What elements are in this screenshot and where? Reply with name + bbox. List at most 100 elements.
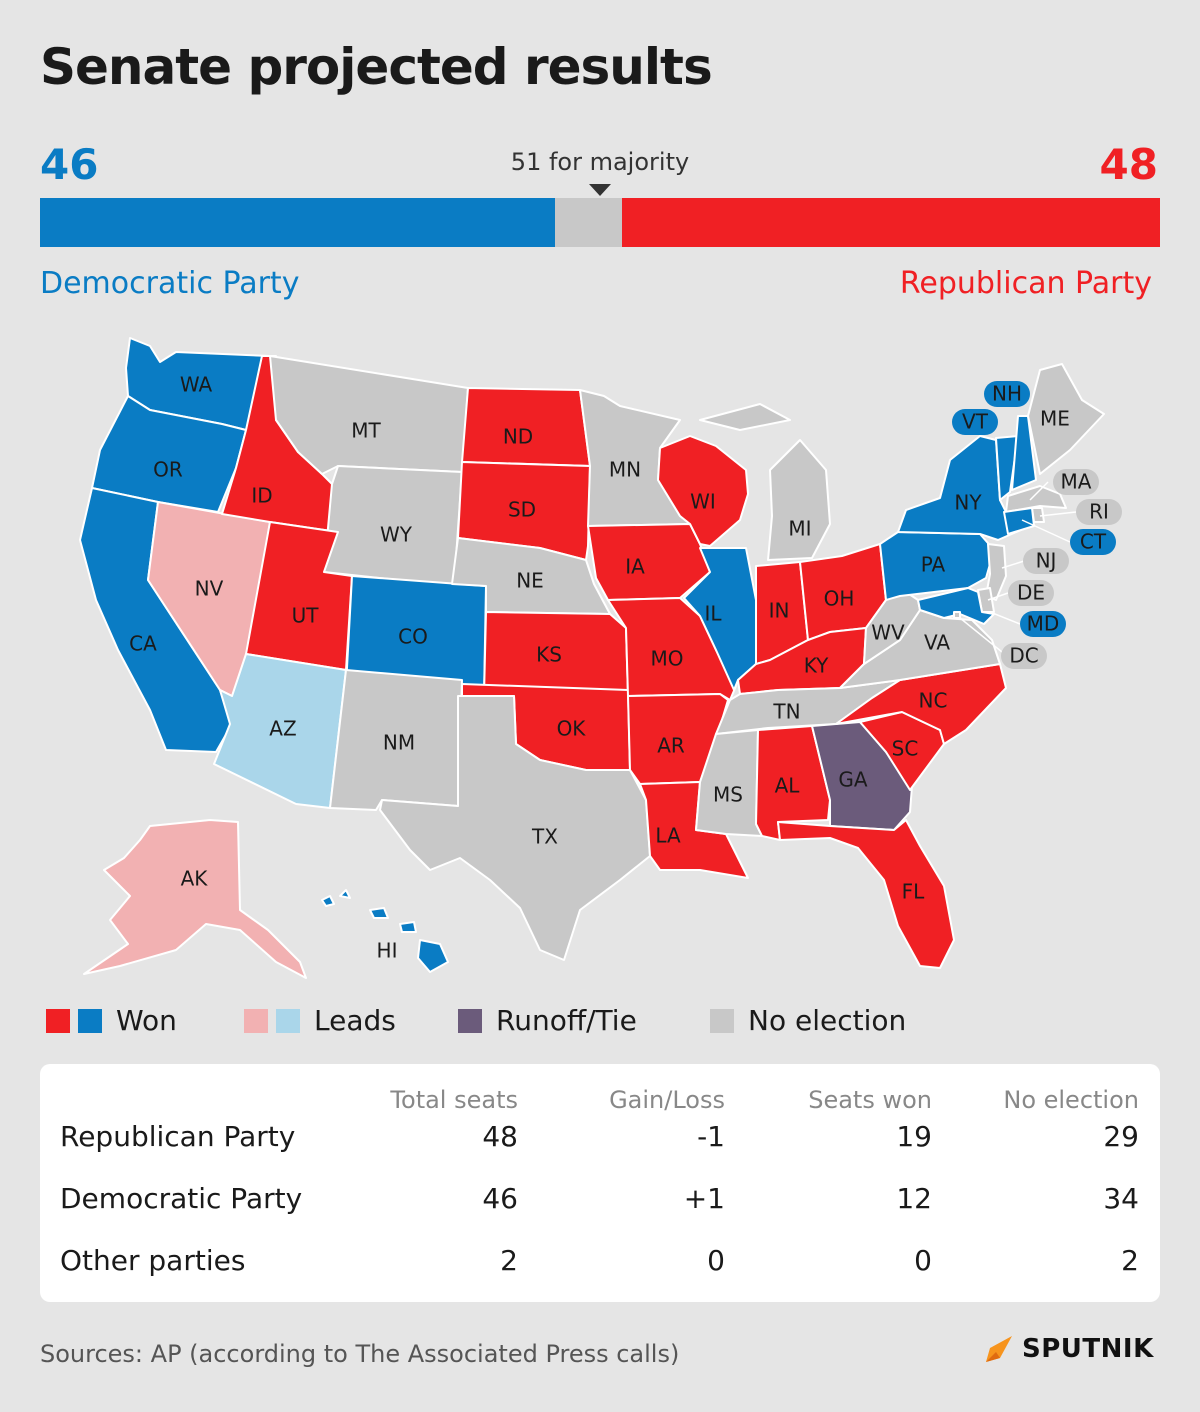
us-senate-map: WA OR CA NV ID MT WY UT AZ CO NM ND SD NE KS OK TX MN IA MO… [79, 337, 1122, 979]
state-label-ar: AR [657, 734, 685, 758]
state-vt[interactable] [995, 435, 1019, 501]
state-label-mt: MT [351, 419, 381, 443]
state-label-ca: CA [129, 632, 157, 656]
state-label-nv: NV [195, 577, 224, 601]
state-label-il: IL [704, 602, 722, 626]
source-note: Sources: AP (according to The Associated… [40, 1340, 680, 1368]
state-il[interactable] [683, 547, 757, 691]
dem-won-swatch [78, 1008, 102, 1033]
state-label-co: CO [398, 625, 428, 649]
state-leader-line [1029, 481, 1049, 501]
header-gain-loss: Gain/Loss [609, 1086, 725, 1114]
cell-gain-loss: -1 [697, 1120, 725, 1153]
legend-runoff: Runoff/Tie [458, 1004, 637, 1037]
rep-seat-bar [622, 198, 1160, 247]
results-table: Total seats Gain/Loss Seats won No elect… [40, 1064, 1160, 1302]
state-leader-line [987, 592, 1009, 601]
state-pill-nh [984, 381, 1030, 407]
state-label-oh: OH [824, 587, 855, 611]
state-wi[interactable] [657, 435, 749, 547]
state-label-al: AL [775, 774, 801, 798]
state-label-de: DE [1017, 581, 1045, 605]
legend-won: Won [46, 1004, 177, 1037]
state-ia[interactable] [587, 523, 711, 601]
state-label-in: IN [769, 599, 790, 623]
dem-leads-swatch [276, 1008, 300, 1033]
header-total-seats: Total seats [390, 1086, 518, 1114]
state-md[interactable] [917, 587, 995, 625]
runoff-swatch [458, 1008, 482, 1033]
state-leader-line [989, 611, 1021, 625]
no-election-swatch [710, 1008, 734, 1033]
cell-seats-won: 0 [914, 1244, 932, 1277]
state-pill-ct [1070, 529, 1116, 555]
legend-leads: Leads [244, 1004, 396, 1037]
state-label-ok: OK [557, 717, 587, 741]
legend-won-label: Won [116, 1004, 177, 1037]
state-mi[interactable] [699, 403, 831, 561]
cell-seats-won: 12 [896, 1182, 932, 1215]
state-label-pa: PA [921, 553, 946, 577]
state-label-ri: RI [1089, 500, 1109, 524]
state-label-nj: NJ [1036, 549, 1057, 573]
state-tx[interactable] [379, 695, 651, 961]
cell-total-seats: 48 [482, 1120, 518, 1153]
state-me[interactable] [1027, 363, 1105, 475]
state-nh[interactable] [1011, 415, 1037, 491]
state-label-nd: ND [503, 425, 533, 449]
state-label-mn: MN [609, 458, 641, 482]
dem-seat-count: 46 [40, 140, 99, 189]
legend-leads-label: Leads [314, 1004, 396, 1037]
sputnik-star-icon [986, 1336, 1012, 1362]
state-label-wa: WA [180, 373, 213, 397]
state-label-va: VA [924, 631, 950, 655]
row-party-name: Democratic Party [60, 1182, 303, 1215]
header-no-election: No election [1003, 1086, 1139, 1114]
cell-no-election: 34 [1103, 1182, 1139, 1215]
state-hi[interactable] [321, 889, 449, 973]
state-or[interactable] [91, 395, 247, 513]
page-title: Senate projected results [40, 38, 713, 96]
row-party-name: Other parties [60, 1244, 246, 1277]
state-label-fl: FL [902, 880, 926, 904]
state-label-wv: WV [871, 621, 905, 645]
brand-name: SPUTNIK [1022, 1334, 1154, 1364]
state-label-sc: SC [892, 737, 919, 761]
state-fl[interactable] [777, 819, 955, 969]
cell-no-election: 29 [1103, 1120, 1139, 1153]
rep-seat-count: 48 [1099, 140, 1158, 189]
state-leader-line [1021, 519, 1071, 543]
state-label-id: ID [251, 484, 272, 508]
state-ct[interactable] [1003, 507, 1035, 535]
state-pill-nj [1023, 548, 1069, 574]
state-label-ny: NY [954, 491, 982, 515]
state-pill-dc [1001, 643, 1047, 669]
state-label-wi: WI [690, 490, 716, 514]
legend-no-election-label: No election [748, 1004, 907, 1037]
state-label-vt: VT [962, 410, 989, 434]
state-ak[interactable] [83, 819, 307, 979]
state-label-az: AZ [269, 717, 296, 741]
state-label-me: ME [1040, 407, 1070, 431]
state-label-ky: KY [804, 654, 829, 678]
state-label-la: LA [655, 824, 681, 848]
state-label-nh: NH [992, 382, 1022, 406]
state-label-ne: NE [516, 569, 544, 593]
rep-leads-swatch [244, 1008, 268, 1033]
state-label-ak: AK [181, 867, 209, 891]
state-nj[interactable] [985, 543, 1007, 601]
state-label-mi: MI [788, 517, 811, 541]
state-label-tx: TX [531, 825, 558, 849]
state-label-hi: HI [377, 939, 398, 963]
state-label-ms: MS [713, 783, 743, 807]
dem-party-label: Democratic Party [40, 266, 300, 301]
undecided-seat-bar [555, 198, 622, 247]
state-mo[interactable] [607, 597, 737, 701]
cell-seats-won: 19 [896, 1120, 932, 1153]
state-dc[interactable] [953, 611, 961, 619]
state-label-mo: MO [651, 647, 684, 671]
state-label-ia: IA [625, 555, 645, 579]
state-label-dc: DC [1009, 644, 1038, 668]
legend-runoff-label: Runoff/Tie [496, 1004, 637, 1037]
state-label-sd: SD [508, 498, 536, 522]
